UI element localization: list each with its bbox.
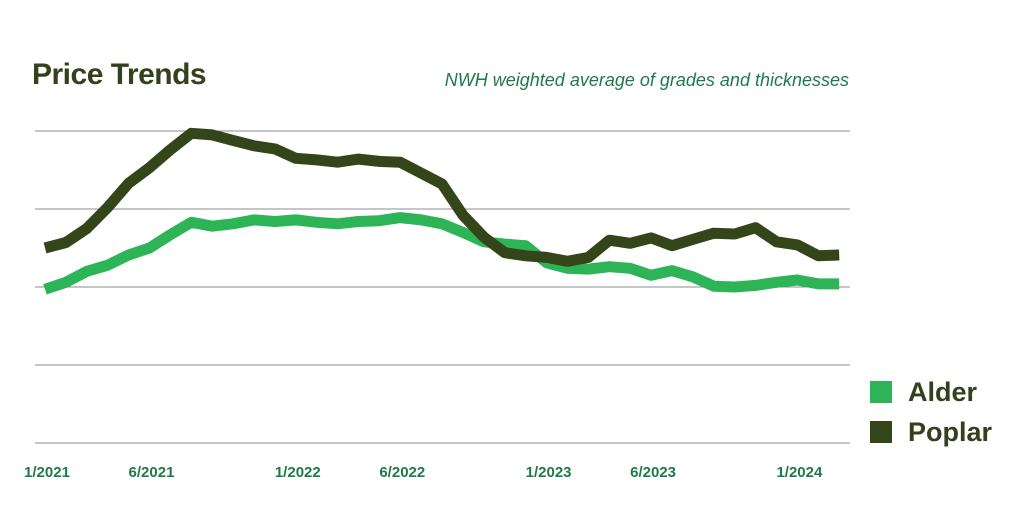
chart-subtitle: NWH weighted average of grades and thick…	[444, 70, 849, 90]
x-tick-label: 1/2023	[526, 464, 572, 481]
x-tick-label: 6/2023	[630, 464, 676, 481]
series-line-poplar	[43, 127, 840, 267]
legend-label-poplar: Poplar	[908, 416, 993, 447]
legend-swatch-alder	[870, 381, 892, 403]
chart-title: Price Trends	[32, 58, 207, 91]
x-tick-labels: 1/2021 6/2021 1/2022 6/2022 1/2023 6/2023 1/20…	[24, 464, 823, 481]
legend-item-alder: Alder	[870, 372, 992, 412]
grid-lines	[35, 130, 850, 444]
x-tick-label: 6/2021	[129, 464, 175, 481]
legend-label-alder: Alder	[908, 376, 978, 407]
x-tick-label: 1/2024	[776, 464, 823, 481]
x-tick-label: 6/2022	[379, 464, 425, 481]
legend-item-poplar: Poplar	[870, 412, 992, 452]
series-line-alder	[43, 212, 840, 295]
legend-swatch-poplar	[870, 421, 892, 443]
x-tick-label: 1/2021	[24, 464, 70, 481]
x-tick-label: 1/2022	[275, 464, 321, 481]
legend: Alder Poplar	[870, 372, 992, 452]
series-lines	[43, 127, 840, 295]
